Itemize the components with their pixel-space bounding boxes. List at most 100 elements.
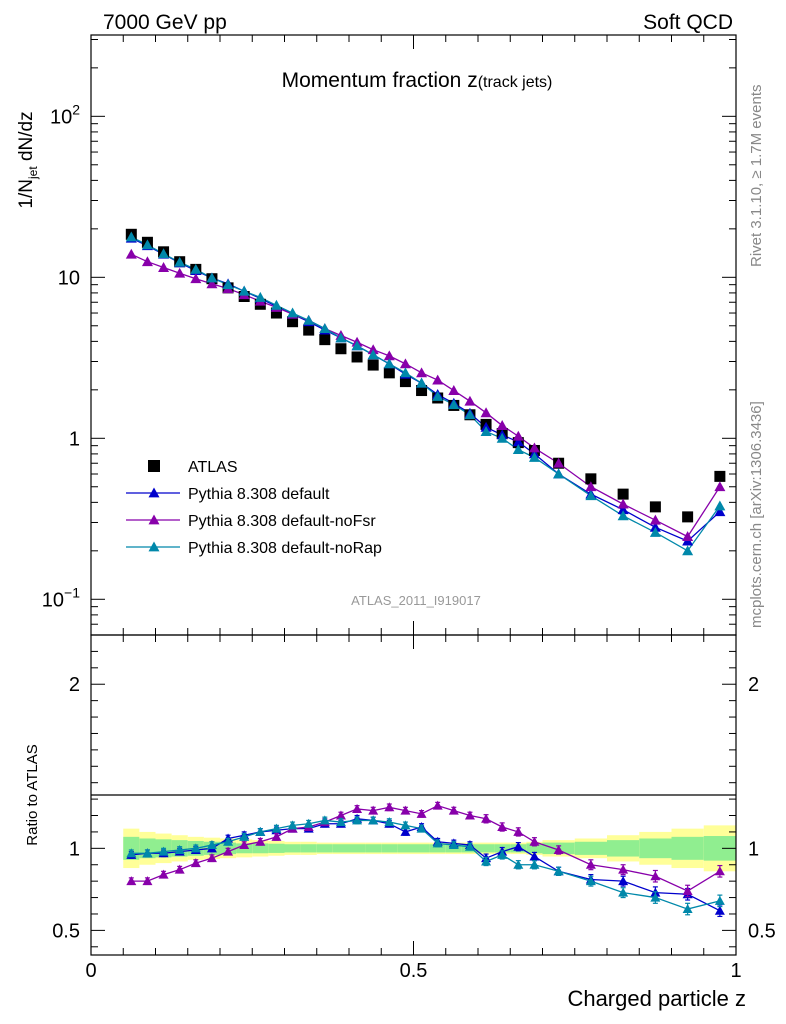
beam-label: 7000 GeV pp <box>103 11 227 34</box>
x-tick-label: 0 <box>85 960 96 982</box>
mc-data-point-3 <box>383 358 395 369</box>
ylabel-sub: jet <box>26 166 40 180</box>
atlas-data-point <box>383 367 395 379</box>
mc-data-point-2 <box>141 256 153 267</box>
ratio-point-1 <box>384 802 395 812</box>
mc-data-point-3 <box>174 256 186 267</box>
mc-data-point-3 <box>125 231 137 242</box>
mc-data-point-3 <box>222 279 234 290</box>
mc-data-point-3 <box>206 272 218 283</box>
ratio-point-2 <box>271 823 282 833</box>
mc-data-point-2 <box>206 278 218 289</box>
mc-data-point-3 <box>141 239 153 250</box>
mc-data-point-3 <box>464 409 476 420</box>
mc-data-point-3 <box>190 263 202 274</box>
stat-uncertainty-band <box>574 841 607 855</box>
ratio-point-2 <box>158 846 169 856</box>
ratio-point-2 <box>352 815 363 825</box>
x-tick-labels: 0 0.5 1 <box>85 960 741 982</box>
ratio-point-2 <box>553 866 564 876</box>
stat-uncertainty-band <box>252 843 269 854</box>
ratio-y-tick-label-left: 1 <box>69 838 80 860</box>
ratio-point-1 <box>190 858 201 868</box>
main-y-tick-label: 10 <box>58 267 80 289</box>
ratio-point-2 <box>464 841 475 851</box>
atlas-data-point <box>714 470 726 482</box>
ratio-point-2 <box>585 876 596 886</box>
mc-data-point-2 <box>553 457 565 468</box>
mc-data-point-2 <box>174 267 186 278</box>
mc-data-point-3 <box>238 285 250 296</box>
mc-data-point-2 <box>416 367 428 378</box>
mc-data-point-1 <box>617 504 629 515</box>
mc-data-point-3 <box>496 432 508 443</box>
ratio-point-2 <box>239 831 250 841</box>
ratio-point-1 <box>352 803 363 813</box>
ratio-point-2 <box>206 840 217 850</box>
legend-marker <box>148 541 160 552</box>
atlas-data-point <box>617 488 629 500</box>
atlas-data-point <box>585 473 597 485</box>
ratio-point-2 <box>190 843 201 853</box>
ratio-y-tick-label-right: 1 <box>748 838 759 860</box>
mc-data-point-2 <box>448 385 460 395</box>
ratio-point-0 <box>513 841 524 851</box>
ratio-point-2 <box>255 826 266 836</box>
stat-uncertainty-band <box>349 844 366 853</box>
stat-uncertainty-band <box>365 844 382 853</box>
atlas-data-point <box>303 324 315 336</box>
legend-marker <box>148 487 160 498</box>
ratio-line-2 <box>131 819 721 910</box>
stat-uncertainty-band <box>284 844 301 853</box>
stat-uncertainty-band <box>381 844 398 853</box>
ratio-point-1 <box>497 822 508 831</box>
ratio-point-1 <box>174 864 185 874</box>
atlas-data-point <box>270 307 282 319</box>
main-title-sub: (track jets) <box>478 74 553 91</box>
ratio-point-2 <box>682 904 693 914</box>
ratio-point-2 <box>335 817 346 827</box>
main-y-tick-label: 102 <box>50 101 80 128</box>
x-tick-label: 0.5 <box>400 960 428 982</box>
ratio-point-1 <box>529 836 540 846</box>
atlas-data-point <box>682 511 694 523</box>
ratio-point-1 <box>206 853 217 863</box>
tick-base: 10 <box>58 267 80 289</box>
stat-uncertainty-band <box>300 844 317 853</box>
mc-data-point-3 <box>448 399 460 409</box>
ylabel-pre: 1/N <box>16 179 37 209</box>
atlas-data-point <box>367 359 379 371</box>
stat-uncertainty-band <box>429 844 446 853</box>
ratio-point-1 <box>464 810 475 820</box>
ratio-point-2 <box>618 887 629 897</box>
ratio-point-0 <box>618 876 629 886</box>
ratio-point-2 <box>126 848 137 858</box>
ratio-point-0 <box>400 826 411 836</box>
ratio-y-tick-label-left: 0.5 <box>52 920 80 942</box>
atlas-data-point <box>416 385 428 397</box>
ratio-point-0 <box>714 905 725 915</box>
ratio-point-2 <box>287 820 298 830</box>
mc-data-point-3 <box>432 390 444 401</box>
main-title: Momentum fraction z(track jets) <box>282 69 553 92</box>
ratio-point-2 <box>400 820 411 830</box>
ratio-panel: 0.5 0.51 12 2 0 0.5 1 Ratio to ATLAS Charged … <box>24 634 776 1011</box>
mc-data-point-2 <box>480 407 492 418</box>
ratio-point-2 <box>319 815 330 825</box>
ratio-point-2 <box>303 818 314 828</box>
mc-data-point-3 <box>287 307 299 318</box>
stat-uncertainty-band <box>316 844 333 853</box>
mc-data-point-2 <box>585 481 597 492</box>
mc-data-point-2 <box>190 273 202 284</box>
stat-uncertainty-band <box>332 844 349 853</box>
main-axis-ticks <box>90 35 737 636</box>
legend-label: ATLAS <box>188 459 238 476</box>
ratio-point-2 <box>416 823 427 833</box>
ratio-point-2 <box>384 817 395 827</box>
mc-data-point-2 <box>432 374 444 385</box>
ratio-point-2 <box>497 849 508 859</box>
mc-data-point-2 <box>617 498 629 509</box>
ratio-point-1 <box>142 876 153 886</box>
ratio-point-1 <box>416 808 427 818</box>
